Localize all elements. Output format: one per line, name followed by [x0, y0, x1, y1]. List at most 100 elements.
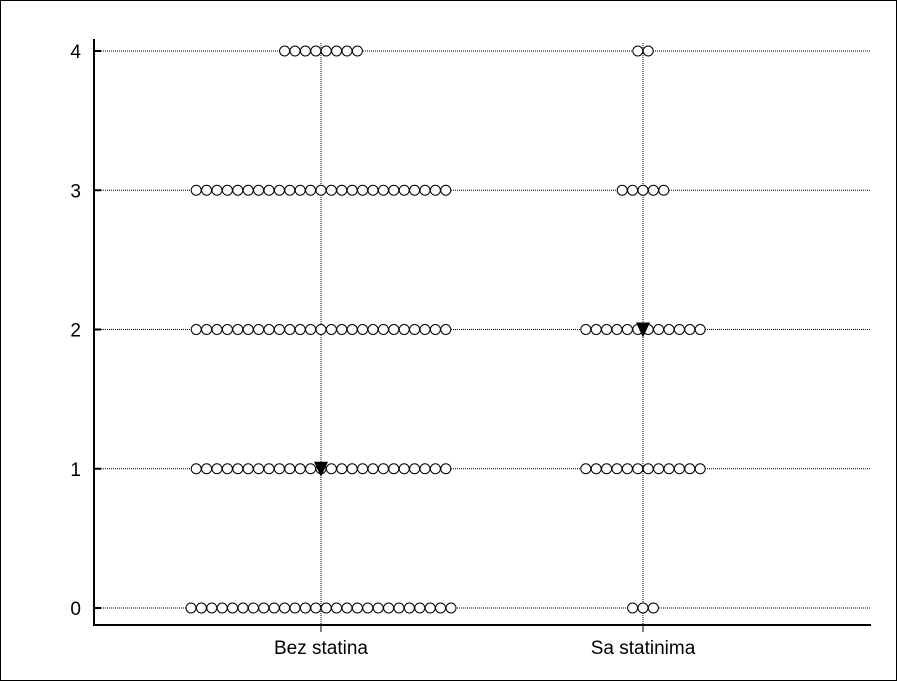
data-point: [325, 324, 337, 335]
data-point: [357, 463, 369, 475]
data-point: [621, 463, 633, 475]
data-point: [647, 184, 659, 196]
data-point: [351, 602, 363, 614]
data-point: [190, 184, 202, 196]
data-point: [336, 184, 348, 196]
data-point: [331, 45, 343, 57]
data-point: [409, 324, 421, 335]
median-marker: [636, 322, 650, 338]
data-point: [357, 184, 369, 196]
data-point: [632, 463, 644, 475]
data-point: [372, 602, 384, 614]
data-point: [440, 463, 452, 475]
data-point: [237, 602, 249, 614]
median-marker: [314, 461, 328, 477]
data-point: [315, 324, 327, 335]
data-point: [242, 184, 254, 196]
data-point: [684, 463, 696, 475]
data-point: [294, 463, 306, 475]
data-point: [419, 463, 431, 475]
data-point: [336, 324, 348, 335]
data-point: [227, 602, 239, 614]
data-point: [216, 602, 228, 614]
y-tick-label: 4: [70, 42, 81, 63]
data-point: [221, 463, 233, 475]
data-point: [284, 184, 296, 196]
data-point: [653, 324, 665, 335]
data-point: [367, 184, 379, 196]
data-point: [627, 184, 639, 196]
data-point: [310, 45, 322, 57]
data-point: [221, 184, 233, 196]
data-point: [253, 184, 265, 196]
data-point: [440, 184, 452, 196]
data-point: [435, 602, 447, 614]
data-point: [253, 463, 265, 475]
data-point: [346, 324, 358, 335]
data-point: [663, 463, 675, 475]
data-point: [232, 184, 244, 196]
data-point: [279, 45, 291, 57]
data-point: [590, 324, 602, 335]
data-point: [393, 602, 405, 614]
data-point: [367, 324, 379, 335]
data-point: [331, 602, 343, 614]
data-point: [242, 463, 254, 475]
data-point: [445, 602, 457, 614]
data-point: [424, 602, 436, 614]
data-point: [419, 324, 431, 335]
data-point: [315, 184, 327, 196]
data-point: [627, 602, 639, 614]
x-ticks: Bez statina Sa statinima: [274, 625, 696, 659]
data-point: [590, 463, 602, 475]
data-point: [263, 324, 275, 335]
data-point: [310, 602, 322, 614]
data-point: [409, 463, 421, 475]
data-point: [429, 184, 441, 196]
data-point: [305, 463, 317, 475]
data-point: [325, 463, 337, 475]
data-points: [185, 45, 706, 614]
data-point: [580, 463, 592, 475]
data-point: [351, 45, 363, 57]
data-point: [409, 184, 421, 196]
data-point: [211, 184, 223, 196]
data-point: [388, 184, 400, 196]
data-point: [362, 602, 374, 614]
data-point: [440, 324, 452, 335]
data-point: [429, 324, 441, 335]
data-point: [211, 463, 223, 475]
data-point: [642, 45, 654, 57]
data-point: [284, 463, 296, 475]
data-point: [419, 184, 431, 196]
data-point: [341, 45, 353, 57]
data-point: [377, 184, 389, 196]
data-point: [201, 463, 213, 475]
data-point: [263, 184, 275, 196]
data-point: [377, 324, 389, 335]
data-point: [346, 184, 358, 196]
data-point: [663, 324, 675, 335]
data-point: [232, 324, 244, 335]
data-point: [611, 463, 623, 475]
data-point: [242, 324, 254, 335]
data-point: [247, 602, 259, 614]
data-point: [341, 602, 353, 614]
data-point: [190, 324, 202, 335]
data-point: [305, 324, 317, 335]
data-point: [221, 324, 233, 335]
y-tick-label: 3: [70, 181, 81, 202]
data-point: [211, 324, 223, 335]
data-point: [601, 324, 613, 335]
x-tick-label: Sa statinima: [591, 638, 696, 659]
data-point: [637, 184, 649, 196]
data-point: [377, 463, 389, 475]
data-point: [232, 463, 244, 475]
data-point: [195, 602, 207, 614]
data-point: [284, 324, 296, 335]
data-point: [383, 602, 395, 614]
data-point: [367, 463, 379, 475]
data-point: [320, 602, 332, 614]
